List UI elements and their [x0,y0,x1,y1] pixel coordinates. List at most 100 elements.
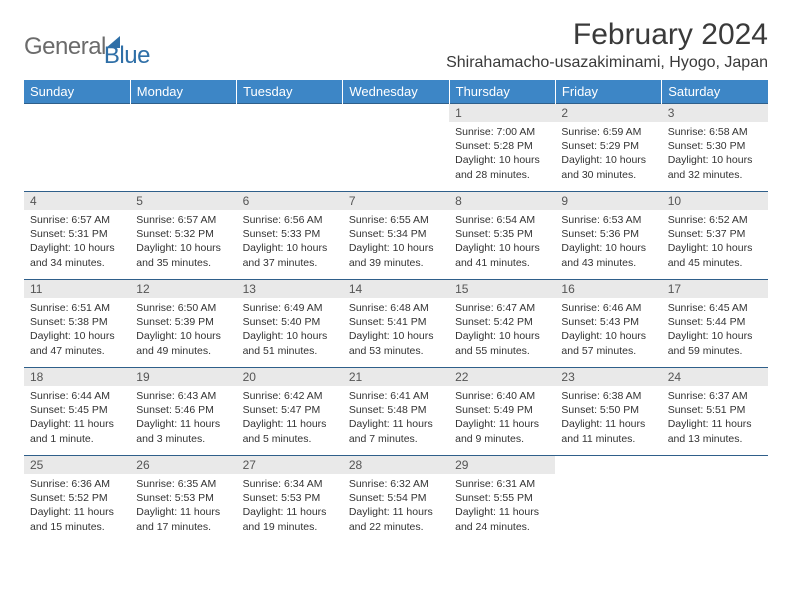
day-details: Sunrise: 6:42 AMSunset: 5:47 PMDaylight:… [237,386,343,449]
weekday-wednesday: Wednesday [343,80,449,104]
day-number: 27 [237,456,343,474]
day-details: Sunrise: 6:41 AMSunset: 5:48 PMDaylight:… [343,386,449,449]
day-number: 11 [24,280,130,298]
brand-name-part2: Blue [104,42,150,70]
title-block: February 2024 Shirahamacho-usazakiminami… [446,18,768,72]
header: General Blue February 2024 Shirahamacho-… [24,18,768,72]
day-number: 3 [662,104,768,122]
day-number: 4 [24,192,130,210]
day-details: Sunrise: 6:58 AMSunset: 5:30 PMDaylight:… [662,122,768,185]
day-cell-9: 9Sunrise: 6:53 AMSunset: 5:36 PMDaylight… [555,192,661,280]
empty-cell [130,104,236,192]
day-number: 1 [449,104,555,122]
day-cell-1: 1Sunrise: 7:00 AMSunset: 5:28 PMDaylight… [449,104,555,192]
day-number: 10 [662,192,768,210]
day-details: Sunrise: 6:35 AMSunset: 5:53 PMDaylight:… [130,474,236,537]
calendar-row: 11Sunrise: 6:51 AMSunset: 5:38 PMDayligh… [24,280,768,368]
day-cell-26: 26Sunrise: 6:35 AMSunset: 5:53 PMDayligh… [130,456,236,544]
day-number: 7 [343,192,449,210]
day-number: 22 [449,368,555,386]
weekday-thursday: Thursday [449,80,555,104]
day-cell-2: 2Sunrise: 6:59 AMSunset: 5:29 PMDaylight… [555,104,661,192]
day-number: 20 [237,368,343,386]
day-number: 25 [24,456,130,474]
day-details: Sunrise: 6:52 AMSunset: 5:37 PMDaylight:… [662,210,768,273]
day-details: Sunrise: 6:55 AMSunset: 5:34 PMDaylight:… [343,210,449,273]
day-details: Sunrise: 6:46 AMSunset: 5:43 PMDaylight:… [555,298,661,361]
day-details: Sunrise: 6:37 AMSunset: 5:51 PMDaylight:… [662,386,768,449]
day-cell-23: 23Sunrise: 6:38 AMSunset: 5:50 PMDayligh… [555,368,661,456]
day-number: 21 [343,368,449,386]
weekday-monday: Monday [130,80,236,104]
day-details: Sunrise: 6:49 AMSunset: 5:40 PMDaylight:… [237,298,343,361]
month-title: February 2024 [446,18,768,52]
day-number: 16 [555,280,661,298]
day-number: 14 [343,280,449,298]
empty-cell [555,456,661,544]
day-details: Sunrise: 6:53 AMSunset: 5:36 PMDaylight:… [555,210,661,273]
day-details: Sunrise: 6:48 AMSunset: 5:41 PMDaylight:… [343,298,449,361]
day-cell-25: 25Sunrise: 6:36 AMSunset: 5:52 PMDayligh… [24,456,130,544]
weekday-friday: Friday [555,80,661,104]
empty-cell [24,104,130,192]
brand-logo: General Blue [24,24,150,70]
day-details: Sunrise: 6:50 AMSunset: 5:39 PMDaylight:… [130,298,236,361]
empty-cell [662,456,768,544]
day-number: 15 [449,280,555,298]
day-number: 26 [130,456,236,474]
day-details: Sunrise: 6:40 AMSunset: 5:49 PMDaylight:… [449,386,555,449]
day-cell-5: 5Sunrise: 6:57 AMSunset: 5:32 PMDaylight… [130,192,236,280]
day-cell-27: 27Sunrise: 6:34 AMSunset: 5:53 PMDayligh… [237,456,343,544]
day-cell-11: 11Sunrise: 6:51 AMSunset: 5:38 PMDayligh… [24,280,130,368]
day-cell-18: 18Sunrise: 6:44 AMSunset: 5:45 PMDayligh… [24,368,130,456]
day-cell-12: 12Sunrise: 6:50 AMSunset: 5:39 PMDayligh… [130,280,236,368]
calendar-head: SundayMondayTuesdayWednesdayThursdayFrid… [24,80,768,104]
calendar-row: 1Sunrise: 7:00 AMSunset: 5:28 PMDaylight… [24,104,768,192]
day-details: Sunrise: 6:54 AMSunset: 5:35 PMDaylight:… [449,210,555,273]
weekday-row: SundayMondayTuesdayWednesdayThursdayFrid… [24,80,768,104]
day-cell-10: 10Sunrise: 6:52 AMSunset: 5:37 PMDayligh… [662,192,768,280]
day-details: Sunrise: 6:47 AMSunset: 5:42 PMDaylight:… [449,298,555,361]
day-cell-15: 15Sunrise: 6:47 AMSunset: 5:42 PMDayligh… [449,280,555,368]
day-number: 2 [555,104,661,122]
day-details: Sunrise: 6:59 AMSunset: 5:29 PMDaylight:… [555,122,661,185]
day-cell-19: 19Sunrise: 6:43 AMSunset: 5:46 PMDayligh… [130,368,236,456]
location-subtitle: Shirahamacho-usazakiminami, Hyogo, Japan [446,54,768,72]
day-details: Sunrise: 6:34 AMSunset: 5:53 PMDaylight:… [237,474,343,537]
day-details: Sunrise: 6:31 AMSunset: 5:55 PMDaylight:… [449,474,555,537]
day-cell-8: 8Sunrise: 6:54 AMSunset: 5:35 PMDaylight… [449,192,555,280]
day-details: Sunrise: 6:32 AMSunset: 5:54 PMDaylight:… [343,474,449,537]
day-cell-22: 22Sunrise: 6:40 AMSunset: 5:49 PMDayligh… [449,368,555,456]
day-number: 24 [662,368,768,386]
calendar-table: SundayMondayTuesdayWednesdayThursdayFrid… [24,80,768,544]
calendar-row: 25Sunrise: 6:36 AMSunset: 5:52 PMDayligh… [24,456,768,544]
day-cell-21: 21Sunrise: 6:41 AMSunset: 5:48 PMDayligh… [343,368,449,456]
day-cell-6: 6Sunrise: 6:56 AMSunset: 5:33 PMDaylight… [237,192,343,280]
day-cell-14: 14Sunrise: 6:48 AMSunset: 5:41 PMDayligh… [343,280,449,368]
day-details: Sunrise: 6:57 AMSunset: 5:32 PMDaylight:… [130,210,236,273]
day-number: 28 [343,456,449,474]
day-number: 17 [662,280,768,298]
day-details: Sunrise: 6:57 AMSunset: 5:31 PMDaylight:… [24,210,130,273]
calendar-row: 18Sunrise: 6:44 AMSunset: 5:45 PMDayligh… [24,368,768,456]
weekday-tuesday: Tuesday [237,80,343,104]
day-number: 8 [449,192,555,210]
day-number: 6 [237,192,343,210]
day-details: Sunrise: 6:51 AMSunset: 5:38 PMDaylight:… [24,298,130,361]
calendar-body: 1Sunrise: 7:00 AMSunset: 5:28 PMDaylight… [24,104,768,544]
day-details: Sunrise: 6:36 AMSunset: 5:52 PMDaylight:… [24,474,130,537]
day-details: Sunrise: 6:43 AMSunset: 5:46 PMDaylight:… [130,386,236,449]
day-cell-3: 3Sunrise: 6:58 AMSunset: 5:30 PMDaylight… [662,104,768,192]
day-cell-4: 4Sunrise: 6:57 AMSunset: 5:31 PMDaylight… [24,192,130,280]
day-cell-28: 28Sunrise: 6:32 AMSunset: 5:54 PMDayligh… [343,456,449,544]
calendar-row: 4Sunrise: 6:57 AMSunset: 5:31 PMDaylight… [24,192,768,280]
day-cell-17: 17Sunrise: 6:45 AMSunset: 5:44 PMDayligh… [662,280,768,368]
weekday-sunday: Sunday [24,80,130,104]
day-number: 9 [555,192,661,210]
day-number: 5 [130,192,236,210]
day-details: Sunrise: 6:45 AMSunset: 5:44 PMDaylight:… [662,298,768,361]
day-number: 12 [130,280,236,298]
empty-cell [237,104,343,192]
day-cell-7: 7Sunrise: 6:55 AMSunset: 5:34 PMDaylight… [343,192,449,280]
day-number: 19 [130,368,236,386]
